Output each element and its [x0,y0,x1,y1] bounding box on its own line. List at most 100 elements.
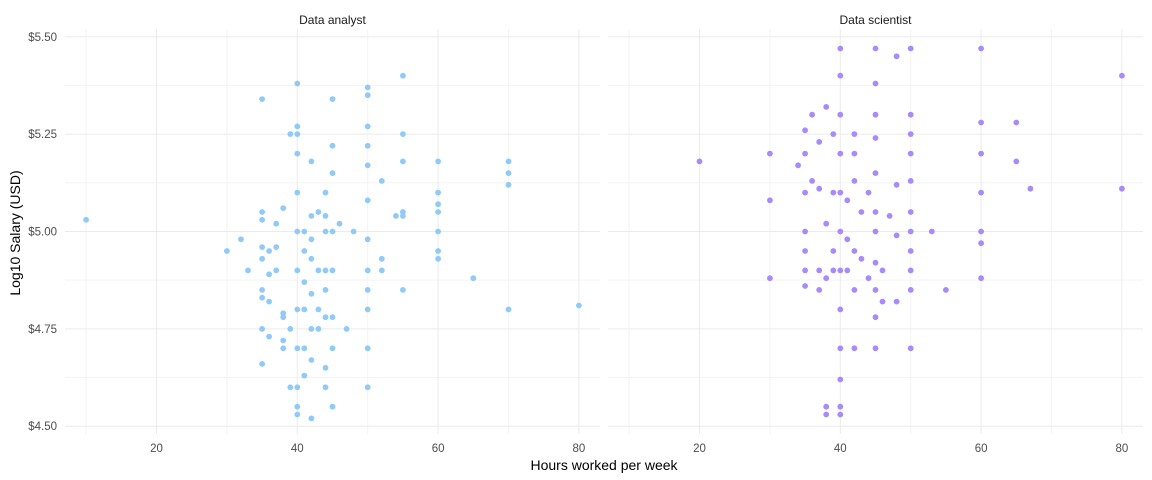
data-point [364,123,371,130]
data-point [287,131,294,138]
data-point [224,248,230,254]
data-point [287,326,294,332]
data-point [308,236,315,243]
data-point [802,127,808,134]
data-point [294,411,301,418]
data-point [364,287,371,293]
data-point [400,72,406,79]
data-point [364,92,371,99]
data-point [308,290,315,297]
data-point [816,287,823,293]
data-point [294,345,301,352]
data-point [308,158,315,165]
data-point [872,228,879,235]
y-tick-label: $4.75 [28,324,57,336]
data-point [329,403,336,410]
data-point [830,248,837,254]
data-point [343,326,350,332]
data-point [280,314,287,321]
data-point [851,178,858,184]
data-point [767,150,773,157]
data-point [505,158,512,165]
data-point [238,236,244,243]
data-point [1119,185,1125,192]
data-point [837,72,844,79]
data-point [435,201,441,208]
data-point [802,189,808,196]
data-point [802,283,808,289]
data-point [907,178,914,184]
data-point [393,213,399,219]
data-point [830,131,837,138]
data-point [886,213,893,219]
data-point [823,220,830,227]
data-point [893,232,900,239]
data-point [259,326,265,332]
data-point [802,150,808,157]
data-point [943,287,949,293]
data-point [767,275,773,282]
data-point [280,345,287,352]
data-point [907,150,914,157]
data-point [400,287,406,293]
data-point [844,197,851,204]
data-point [308,213,315,219]
panel-0: Data analyst 20 40 60 80 [65,13,600,455]
data-point [259,255,265,262]
data-point [978,119,984,126]
data-point [301,345,308,352]
data-point [978,189,984,196]
data-point [266,333,272,340]
data-point [872,345,879,352]
data-point [322,314,329,321]
data-point [879,298,886,305]
data-point [907,287,914,293]
data-point [872,135,879,141]
data-point [851,150,858,157]
data-point [893,181,900,188]
data-point [364,197,371,204]
data-point [851,248,858,254]
data-point [802,248,808,254]
data-point [830,189,837,196]
data-point [830,267,837,274]
data-point [858,255,865,262]
facet-title: Data scientist [839,13,912,27]
data-point [294,131,301,138]
data-point [322,364,329,371]
data-point [259,294,265,301]
data-point [322,213,329,219]
data-point [400,158,406,165]
data-point [322,228,329,235]
data-point [837,376,844,383]
y-tick-label: $5.25 [28,129,57,141]
data-point [280,337,287,344]
data-point [1027,185,1034,192]
data-point [907,209,914,215]
data-point [837,45,844,52]
data-point [364,162,371,169]
data-point [364,306,371,313]
data-point [329,267,336,274]
x-tick-label: 60 [432,443,445,455]
data-point [435,158,441,165]
data-point [315,326,322,332]
data-point [245,267,251,274]
data-point [823,411,830,418]
data-point [378,255,385,262]
data-point [435,248,441,254]
x-tick-label: 60 [975,443,988,455]
data-point [907,111,914,118]
data-point [435,255,441,262]
data-point [308,415,315,422]
data-point [294,403,301,410]
data-point [308,357,315,363]
data-point [308,255,315,262]
y-axis: $4.50 $4.75 $5.00 $5.25 $5.50 [28,32,57,433]
x-axis-title: Hours worked per week [530,457,678,473]
x-tick-label: 80 [572,443,585,455]
data-point [294,306,301,313]
data-point [928,228,935,235]
data-point [259,96,265,102]
data-point [865,189,872,196]
